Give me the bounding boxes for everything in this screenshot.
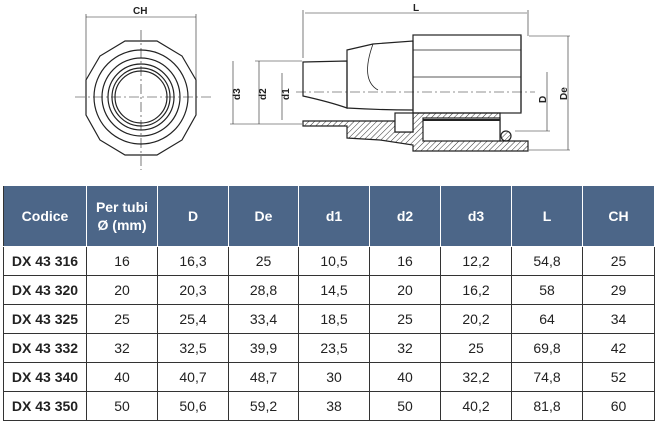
cell-per-tubi: 20 [86,275,158,305]
cell-ch: 42 [582,333,655,363]
cell-per-tubi: 40 [86,362,158,392]
table-row: DX 43 332 32 32,5 39,9 23,5 32 25 69,8 42 [3,333,655,363]
cell-d1: 30 [298,362,370,392]
table-row: DX 43 325 25 25,4 33,4 18,5 25 20,2 64 34 [3,304,655,334]
cell-ch: 60 [582,391,655,421]
cell-d2: 32 [369,333,441,363]
cell-codice: DX 43 350 [3,391,87,421]
cell-d: 40,7 [157,362,229,392]
cell-d2: 20 [369,275,441,305]
front-view [75,14,212,170]
cell-d2: 16 [369,246,441,276]
cell-per-tubi: 16 [86,246,158,276]
cell-d3: 40,2 [440,391,512,421]
header-ch: CH [582,185,655,247]
cell-d: 25,4 [157,304,229,334]
cell-de: 28,8 [228,275,299,305]
cell-ch: 25 [582,246,655,276]
cell-l: 81,8 [511,391,583,421]
header-per-tubi-line2: Ø (mm) [97,217,147,233]
cell-de: 33,4 [228,304,299,334]
table-row: DX 43 320 20 20,3 28,8 14,5 20 16,2 58 29 [3,275,655,305]
table-row: DX 43 340 40 40,7 48,7 30 40 32,2 74,8 52 [3,362,655,392]
cell-d: 20,3 [157,275,229,305]
cell-d: 50,6 [157,391,229,421]
cell-d: 32,5 [157,333,229,363]
cell-ch: 52 [582,362,655,392]
header-d: D [157,185,229,247]
cell-de: 39,9 [228,333,299,363]
header-d2: d2 [369,185,441,247]
cell-l: 74,8 [511,362,583,392]
header-per-tubi-line1: Per tubi [95,199,149,215]
header-d3: d3 [440,185,512,247]
cell-l: 58 [511,275,583,305]
cell-d1: 23,5 [298,333,370,363]
cell-d1: 14,5 [298,275,370,305]
label-d3: d3 [232,88,243,100]
header-row: Codice Per tubi Ø (mm) D De d1 d2 d3 L CH [3,185,655,247]
cell-ch: 34 [582,304,655,334]
header-l: L [511,185,583,247]
table-row: DX 43 350 50 50,6 59,2 38 50 40,2 81,8 60 [3,391,655,421]
cell-l: 64 [511,304,583,334]
cell-d3: 25 [440,333,512,363]
cell-d1: 38 [298,391,370,421]
cell-codice: DX 43 325 [3,304,87,334]
cell-per-tubi: 25 [86,304,158,334]
label-de: De [559,87,570,100]
cell-d1: 10,5 [298,246,370,276]
cell-d3: 16,2 [440,275,512,305]
header-codice: Codice [3,185,87,247]
cell-d3: 32,2 [440,362,512,392]
cell-codice: DX 43 332 [3,333,87,363]
cell-d: 16,3 [157,246,229,276]
header-de: De [228,185,299,247]
cell-l: 69,8 [511,333,583,363]
cell-d3: 20,2 [440,304,512,334]
cell-l: 54,8 [511,246,583,276]
table-row: DX 43 316 16 16,3 25 10,5 16 12,2 54,8 25 [3,246,655,276]
cell-d1: 18,5 [298,304,370,334]
cell-per-tubi: 50 [86,391,158,421]
cell-codice: DX 43 320 [3,275,87,305]
cell-de: 25 [228,246,299,276]
cell-de: 59,2 [228,391,299,421]
header-per-tubi: Per tubi Ø (mm) [86,185,158,247]
label-d: D [538,96,549,103]
cell-d3: 12,2 [440,246,512,276]
cell-d2: 50 [369,391,441,421]
cell-d2: 40 [369,362,441,392]
cell-d2: 25 [369,304,441,334]
cell-per-tubi: 32 [86,333,158,363]
label-d1: d1 [281,88,292,100]
cell-codice: DX 43 340 [3,362,87,392]
label-l: L [413,3,419,14]
cell-codice: DX 43 316 [3,246,87,276]
cell-ch: 29 [582,275,655,305]
header-d1: d1 [298,185,370,247]
technical-drawing: CH L d3 d2 d1 D De [75,3,570,170]
dimensions-table: Codice Per tubi Ø (mm) D De d1 d2 d3 L CH… [3,185,655,421]
side-view [230,10,570,152]
cell-de: 48,7 [228,362,299,392]
label-ch: CH [133,6,147,17]
label-d2: d2 [258,88,269,100]
